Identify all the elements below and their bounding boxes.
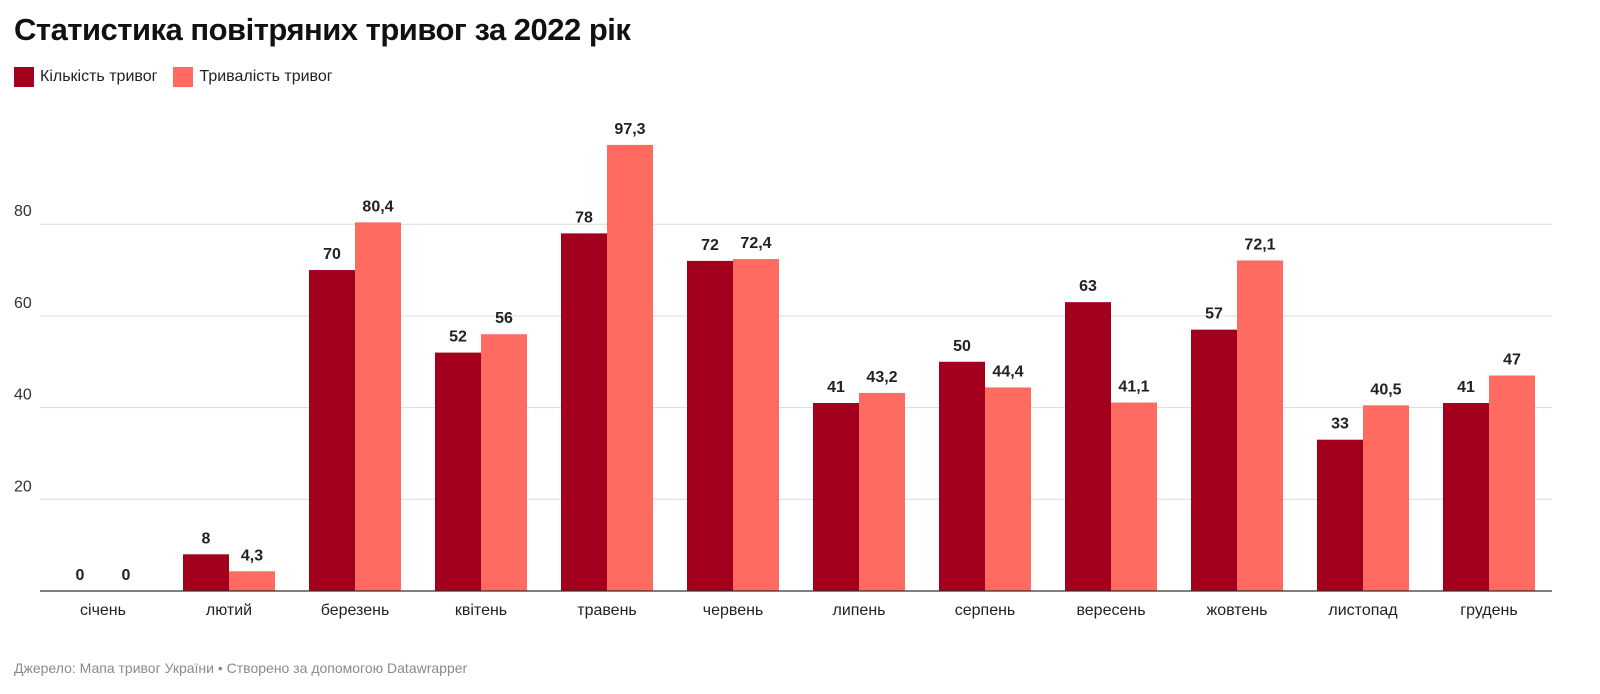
bar-duration-5 [607, 144, 653, 591]
value-label-count-3: 70 [323, 246, 341, 263]
value-label-duration-10: 72,1 [1244, 236, 1275, 253]
value-label-count-7: 41 [827, 379, 845, 396]
value-label-duration-12: 47 [1503, 352, 1521, 369]
value-label-duration-1: 0 [122, 567, 131, 584]
x-category-label: січень [80, 602, 126, 619]
x-category-label: жовтень [1207, 602, 1268, 619]
bar-duration-9 [1111, 402, 1157, 591]
value-label-duration-7: 43,2 [866, 369, 897, 386]
bar-count-9 [1065, 302, 1111, 591]
legend-swatch-duration [173, 67, 194, 87]
bar-count-10 [1191, 329, 1237, 591]
value-label-count-8: 50 [953, 338, 971, 355]
value-label-duration-11: 40,5 [1370, 381, 1401, 398]
value-label-count-2: 8 [202, 530, 211, 547]
chart-title: Статистика повітряних тривог за 2022 рік [14, 12, 631, 47]
bar-duration-3 [355, 222, 401, 591]
bar-duration-6 [733, 259, 779, 591]
value-label-duration-3: 80,4 [362, 198, 393, 215]
x-category-label: серпень [955, 602, 1016, 619]
y-tick-label: 80 [14, 203, 32, 220]
bar-count-4 [435, 352, 481, 591]
legend-item-count: Кількість тривог [14, 67, 157, 87]
bar-count-7 [813, 403, 859, 591]
bar-count-3 [309, 270, 355, 591]
value-label-duration-6: 72,4 [740, 235, 771, 252]
legend-label-count: Кількість тривог [40, 68, 158, 85]
value-label-count-1: 0 [76, 567, 85, 584]
x-category-label: липень [832, 602, 885, 619]
x-category-label: квітень [455, 602, 507, 619]
legend-label-duration: Тривалість тривог [199, 68, 333, 85]
value-label-count-9: 63 [1079, 278, 1097, 295]
x-category-label: травень [577, 602, 637, 619]
bar-duration-12 [1489, 375, 1535, 591]
bar-count-2 [183, 554, 229, 591]
bar-duration-10 [1237, 260, 1283, 591]
legend: Кількість тривог Тривалість тривог [14, 67, 333, 87]
bar-count-5 [561, 233, 607, 591]
x-category-label: грудень [1460, 602, 1517, 619]
value-label-duration-2: 4,3 [241, 547, 263, 564]
legend-swatch-count [14, 67, 34, 87]
value-label-count-10: 57 [1205, 306, 1223, 323]
bar-duration-7 [859, 392, 905, 591]
bar-count-11 [1317, 439, 1363, 591]
value-label-count-6: 72 [701, 237, 719, 254]
bar-count-6 [687, 260, 733, 591]
legend-item-duration: Тривалість тривог [173, 67, 333, 87]
bar-duration-4 [481, 334, 527, 591]
y-tick-label: 60 [14, 295, 32, 312]
x-category-label: вересень [1076, 602, 1145, 619]
value-label-count-5: 78 [575, 209, 593, 226]
value-label-count-12: 41 [1457, 379, 1475, 396]
value-label-count-4: 52 [449, 329, 467, 346]
bar-count-8 [939, 361, 985, 591]
value-label-count-11: 33 [1331, 416, 1349, 433]
y-tick-label: 20 [14, 478, 32, 495]
value-label-duration-9: 41,1 [1118, 379, 1149, 396]
x-category-label: березень [321, 602, 390, 619]
x-category-label: лютий [206, 602, 252, 619]
source-footer: Джерело: Мапа тривог України • Створено … [14, 660, 468, 676]
value-label-duration-4: 56 [495, 310, 513, 327]
x-category-label: листопад [1328, 602, 1398, 619]
bar-duration-2 [229, 571, 275, 591]
bar-duration-11 [1363, 405, 1409, 591]
bar-count-12 [1443, 403, 1489, 591]
x-category-label: червень [703, 602, 764, 619]
value-label-duration-8: 44,4 [992, 363, 1023, 380]
value-label-duration-5: 97,3 [614, 121, 645, 138]
y-tick-label: 40 [14, 387, 32, 404]
bar-duration-8 [985, 387, 1031, 591]
